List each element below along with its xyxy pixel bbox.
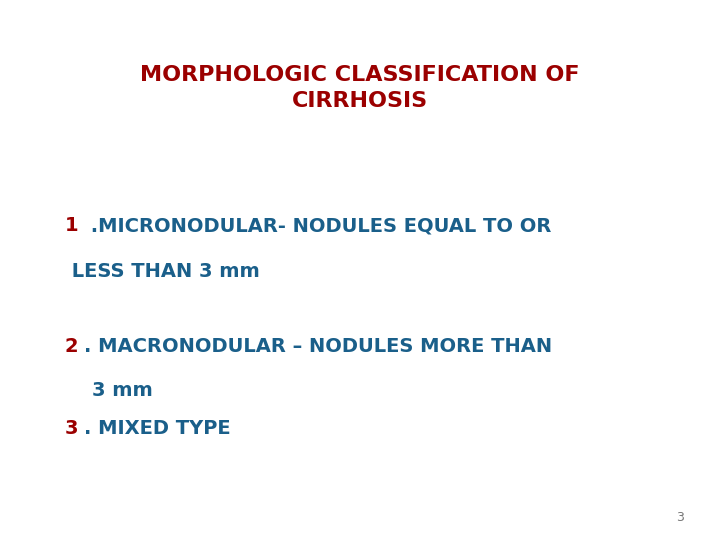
Text: LESS THAN 3 mm: LESS THAN 3 mm bbox=[65, 262, 259, 281]
Text: 3: 3 bbox=[676, 511, 684, 524]
Text: .MICRONODULAR- NODULES EQUAL TO OR: .MICRONODULAR- NODULES EQUAL TO OR bbox=[84, 216, 551, 235]
Text: 1: 1 bbox=[65, 216, 78, 235]
Text: 3: 3 bbox=[65, 418, 78, 437]
Text: MORPHOLOGIC CLASSIFICATION OF
CIRRHOSIS: MORPHOLOGIC CLASSIFICATION OF CIRRHOSIS bbox=[140, 65, 580, 111]
Text: . MIXED TYPE: . MIXED TYPE bbox=[84, 418, 230, 437]
Text: . MACRONODULAR – NODULES MORE THAN: . MACRONODULAR – NODULES MORE THAN bbox=[84, 338, 552, 356]
Text: 2: 2 bbox=[65, 338, 78, 356]
Text: 3 mm: 3 mm bbox=[65, 381, 153, 400]
